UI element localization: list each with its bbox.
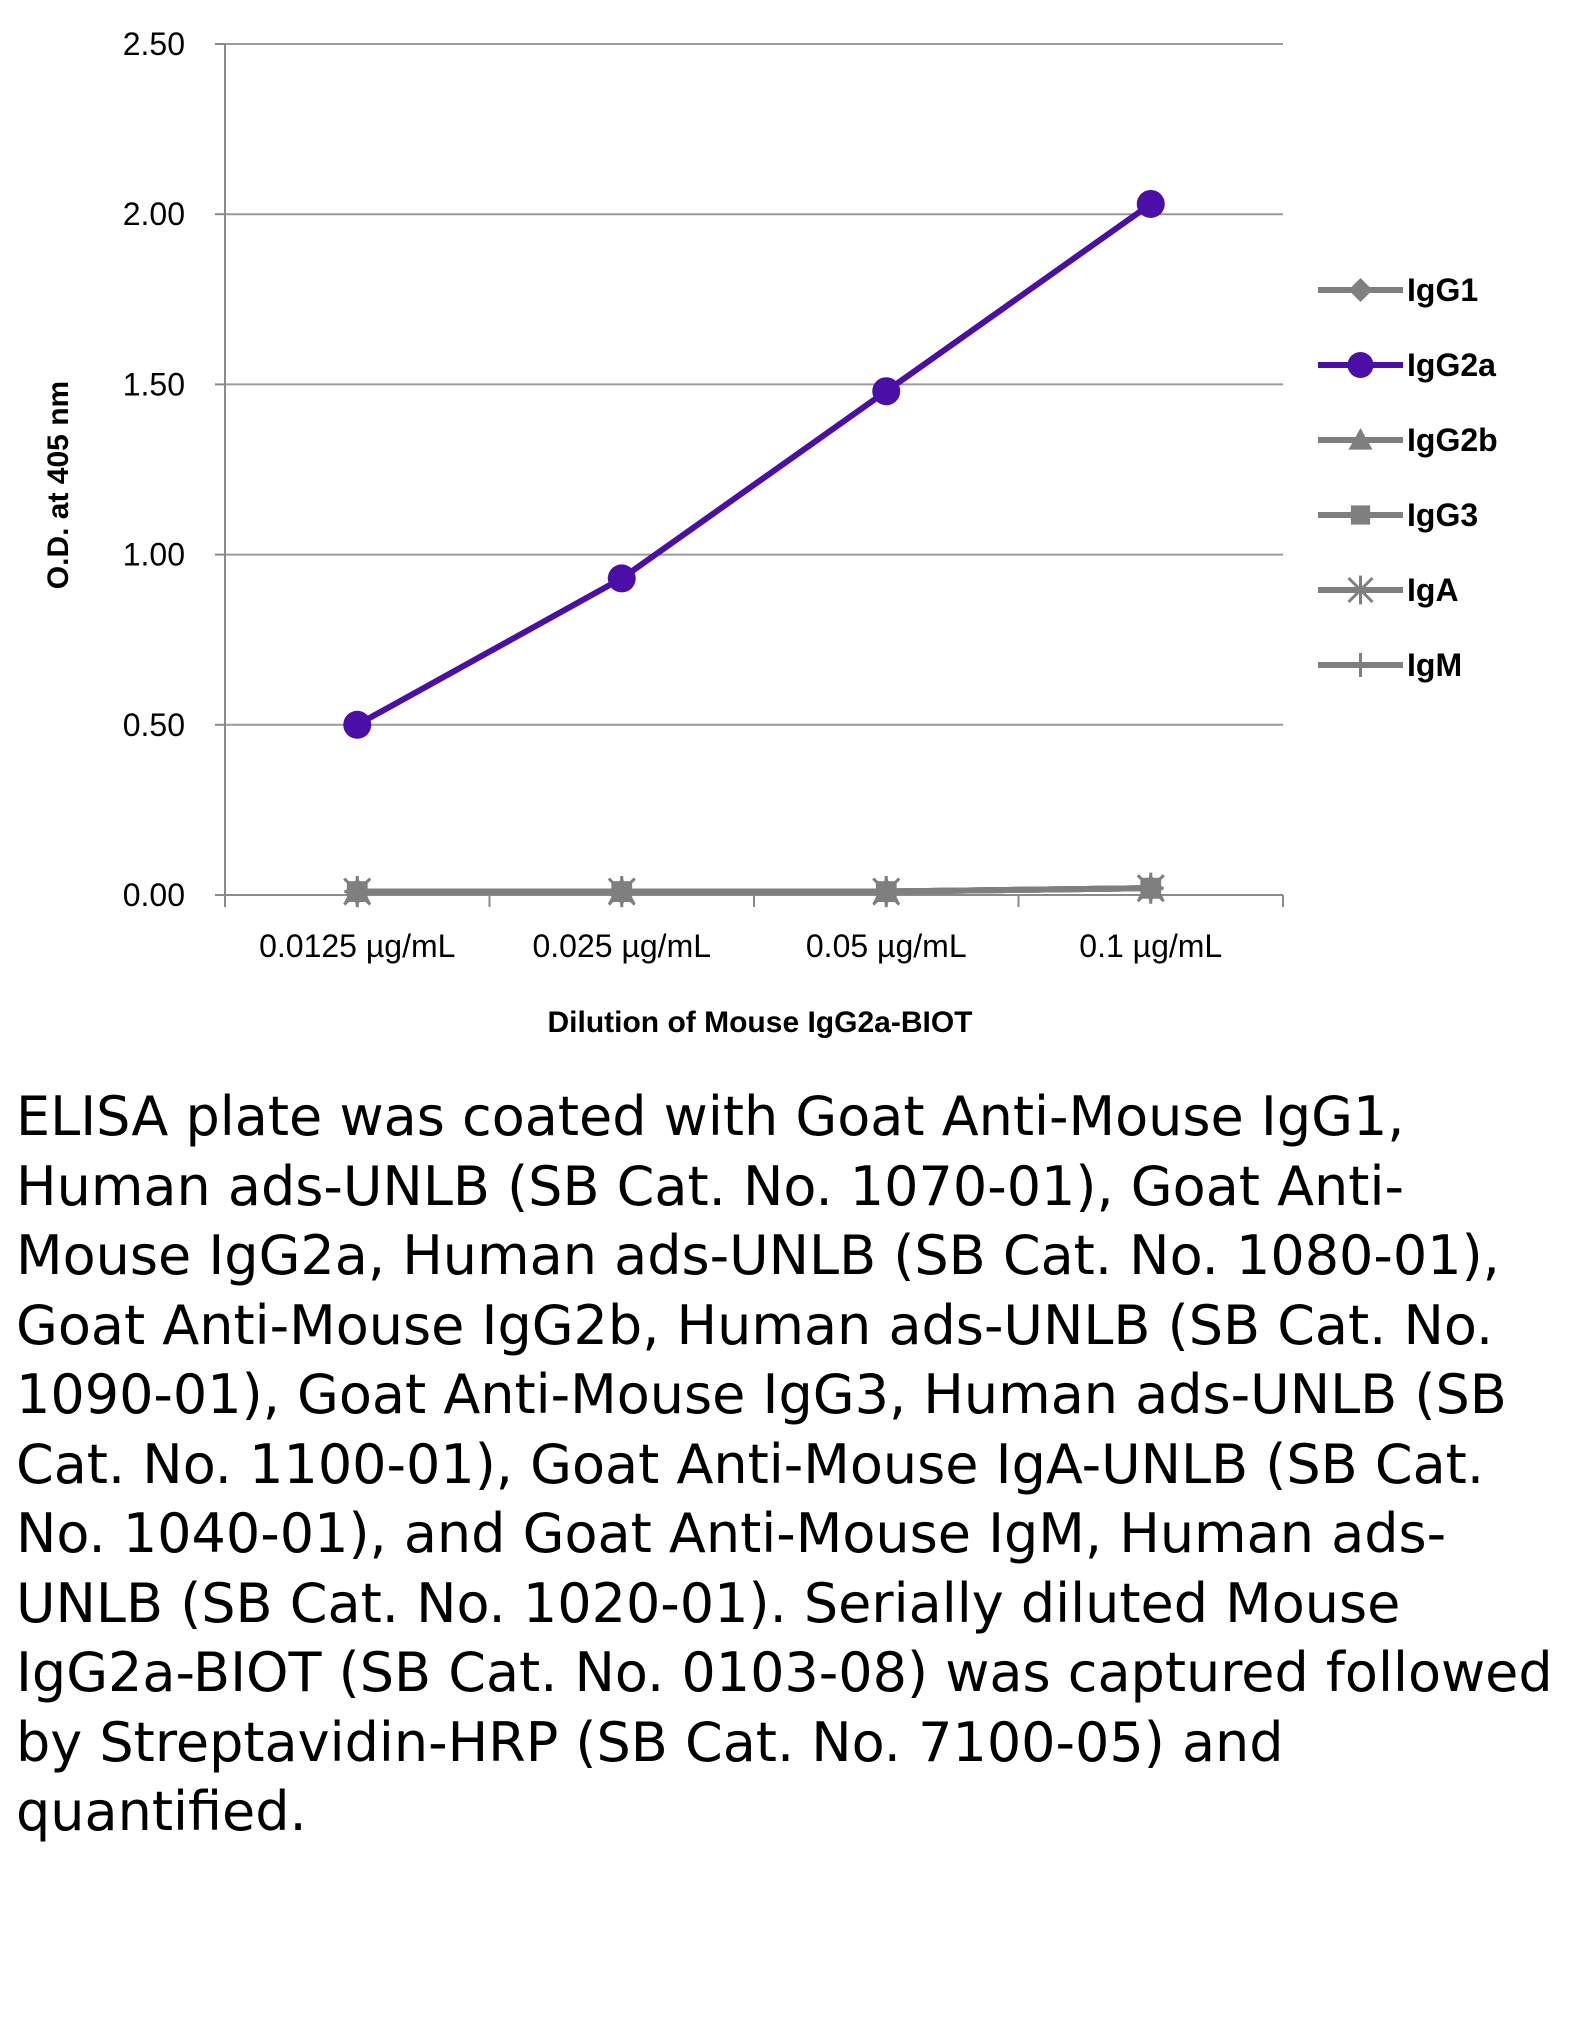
- gridlines: [225, 43, 1283, 726]
- legend-item-igg3: IgG3: [1318, 497, 1478, 533]
- series-line: [355, 201, 1153, 728]
- y-tick-label: 1.50: [123, 366, 185, 402]
- data-point: [1347, 352, 1374, 378]
- y-tick-label: 2.00: [123, 196, 185, 232]
- line-chart: 0.000.501.001.502.002.50 0.0125 µg/mL 0.0…: [42, 26, 1498, 1039]
- legend-item-igm: IgM: [1318, 647, 1462, 683]
- y-tick-label: 0.50: [123, 707, 185, 743]
- y-tick-labels: 0.00 0.50 1.00 1.50 2.00 2.50: [123, 26, 185, 913]
- x-tick-labels: 0.0125 µg/mL 0.025 µg/mL 0.05 µg/mL 0.1 µg/…: [259, 928, 1222, 964]
- data-point: [1136, 189, 1165, 218]
- legend-label: IgA: [1407, 572, 1459, 608]
- x-tick-label: 0.05 µg/mL: [806, 928, 967, 964]
- legend-label: IgG3: [1407, 497, 1478, 533]
- data-point: [607, 564, 636, 593]
- data-point: [1348, 278, 1373, 302]
- series-layer: [343, 189, 1165, 908]
- x-axis-label: Dilution of Mouse IgG2a-BIOT: [548, 1006, 973, 1039]
- y-tick-label: 1.00: [123, 537, 185, 573]
- x-tick-label: 0.1 µg/mL: [1079, 928, 1222, 964]
- legend: IgG1 IgG2a IgG2b IgG3 IgA IgM: [1318, 272, 1498, 683]
- x-tick-label: 0.025 µg/mL: [532, 928, 711, 964]
- legend-item-igg1: IgG1: [1318, 272, 1478, 308]
- data-point: [1348, 428, 1373, 450]
- data-point: [872, 377, 901, 406]
- y-axis-label: O.D. at 405 nm: [42, 381, 75, 589]
- series-line: [357, 885, 1151, 895]
- data-point: [1350, 505, 1371, 525]
- series-igg2a: [343, 189, 1165, 739]
- data-point: [343, 710, 372, 739]
- series-igm: [344, 875, 1164, 905]
- legend-label: IgG2b: [1407, 422, 1498, 458]
- data-point: [1348, 653, 1373, 677]
- data-point: [873, 878, 900, 905]
- y-tick-label: 2.50: [123, 26, 185, 62]
- data-point: [608, 878, 635, 905]
- legend-item-igg2b: IgG2b: [1318, 422, 1498, 458]
- y-tick-label: 0.00: [123, 877, 185, 913]
- legend-item-iga: IgA: [1318, 572, 1459, 608]
- data-point: [344, 878, 371, 905]
- figure-caption: ELISA plate was coated with Goat Anti-Mo…: [16, 1085, 1553, 1843]
- x-tick-label: 0.0125 µg/mL: [259, 928, 455, 964]
- legend-label: IgG1: [1407, 272, 1478, 308]
- data-point: [1137, 875, 1164, 902]
- legend-item-igg2a: IgG2a: [1318, 347, 1496, 383]
- axes: [215, 43, 1284, 907]
- legend-label: IgG2a: [1407, 347, 1496, 383]
- legend-label: IgM: [1407, 647, 1462, 683]
- data-point: [1347, 575, 1374, 605]
